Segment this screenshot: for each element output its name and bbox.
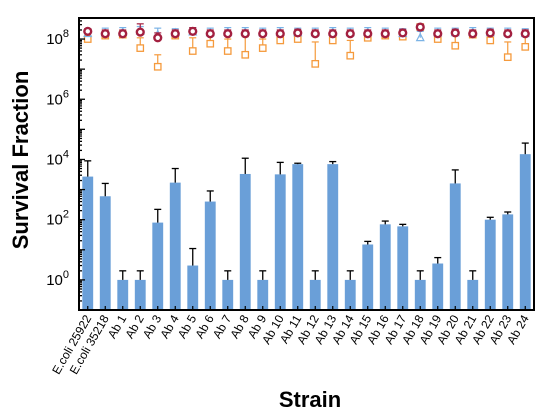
circle-marker — [380, 29, 390, 39]
x-axis-title: Strain — [279, 387, 341, 412]
bar — [379, 224, 391, 310]
circle-marker — [415, 22, 425, 32]
square-marker — [503, 53, 512, 62]
bar — [292, 164, 304, 310]
bar — [239, 173, 251, 310]
circle-marker — [520, 29, 530, 39]
triangle-marker — [415, 32, 425, 42]
circle-marker — [118, 29, 128, 39]
circle-marker — [223, 29, 233, 39]
circle-marker — [345, 29, 355, 39]
bar — [274, 174, 286, 310]
bar — [117, 279, 129, 310]
square-marker — [188, 47, 197, 55]
circle-marker — [188, 26, 198, 36]
circle-marker — [485, 28, 495, 38]
square-marker — [206, 39, 215, 48]
y-tick-label: 102 — [46, 209, 69, 229]
bar — [134, 279, 146, 310]
bars-layer — [82, 142, 531, 310]
circle-marker — [83, 26, 93, 36]
square-marker — [258, 44, 267, 52]
y-tick-label: 108 — [46, 28, 69, 48]
bar — [519, 154, 531, 310]
circle-marker — [205, 29, 215, 39]
square-marker — [311, 59, 320, 68]
plot-frame — [78, 17, 535, 311]
bar — [327, 164, 339, 310]
bar — [502, 214, 514, 310]
bar — [467, 279, 479, 310]
square-marker — [346, 51, 355, 60]
bar — [152, 222, 164, 310]
circle-marker — [153, 33, 163, 43]
bar — [257, 279, 269, 310]
circle-marker — [275, 29, 285, 39]
y-tick-label: 106 — [46, 88, 69, 108]
markers-layer — [83, 22, 530, 71]
circle-marker — [398, 28, 408, 38]
circle-marker — [135, 27, 145, 37]
bar — [414, 279, 426, 310]
y-axis-title: Survival Fraction — [8, 71, 33, 250]
bar — [432, 263, 444, 310]
circle-marker — [450, 28, 460, 38]
bar — [362, 244, 374, 310]
bar — [169, 182, 181, 310]
circle-marker — [310, 29, 320, 39]
circle-marker — [258, 29, 268, 39]
circle-marker — [328, 29, 338, 39]
square-marker — [153, 62, 162, 71]
bar — [187, 265, 199, 310]
bar — [397, 226, 409, 310]
bar — [99, 196, 111, 310]
y-tick-label: 100 — [46, 269, 69, 289]
square-marker — [451, 41, 460, 50]
square-marker — [136, 44, 145, 52]
y-tick-label: 104 — [46, 148, 69, 168]
axes-layer — [78, 17, 535, 311]
circle-marker — [100, 29, 110, 39]
circle-marker — [433, 29, 443, 39]
circle-marker — [503, 29, 513, 39]
bar — [204, 201, 216, 310]
bar — [484, 219, 496, 310]
circle-marker — [293, 28, 303, 38]
square-marker — [223, 47, 232, 55]
bar — [82, 176, 94, 310]
circle-marker — [170, 29, 180, 39]
circle-marker — [240, 29, 250, 39]
bar — [222, 279, 234, 310]
square-marker — [521, 43, 530, 51]
bar — [344, 279, 356, 310]
bar — [309, 279, 321, 310]
circle-marker — [363, 29, 373, 39]
square-marker — [486, 36, 495, 45]
bar — [449, 183, 461, 310]
circle-marker — [468, 29, 478, 39]
square-marker — [241, 50, 250, 59]
